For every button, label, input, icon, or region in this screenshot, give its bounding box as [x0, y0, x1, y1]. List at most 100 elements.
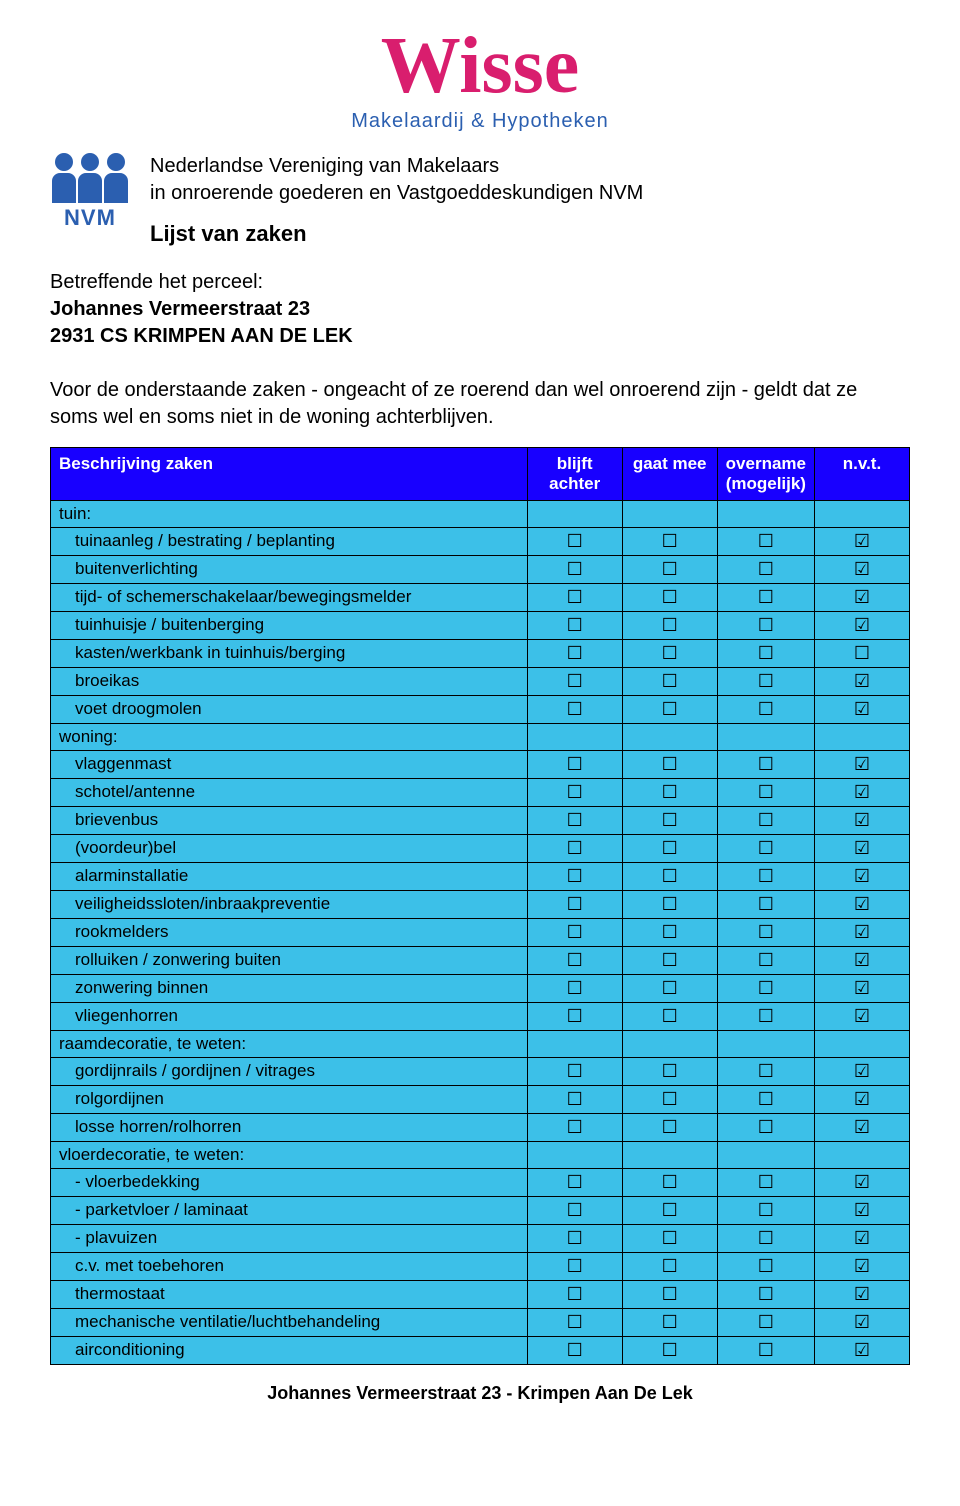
checkbox-empty[interactable]	[527, 1308, 622, 1336]
checkbox-empty[interactable]	[622, 890, 717, 918]
checkbox-empty[interactable]	[717, 1252, 814, 1280]
checkbox-empty[interactable]	[622, 1168, 717, 1196]
checkbox-empty[interactable]	[622, 695, 717, 723]
checkbox-empty[interactable]	[717, 1168, 814, 1196]
checkbox-empty[interactable]	[622, 1336, 717, 1364]
checkbox-empty[interactable]	[622, 946, 717, 974]
checkbox-empty[interactable]	[527, 1057, 622, 1085]
checkbox-empty[interactable]	[527, 1252, 622, 1280]
checkbox-empty[interactable]	[527, 778, 622, 806]
checkbox-checked[interactable]	[815, 667, 910, 695]
checkbox-checked[interactable]	[815, 1224, 910, 1252]
checkbox-empty[interactable]	[527, 1085, 622, 1113]
checkbox-empty[interactable]	[527, 1280, 622, 1308]
checkbox-empty[interactable]	[717, 1002, 814, 1030]
checkbox-empty[interactable]	[717, 834, 814, 862]
checkbox-empty[interactable]	[527, 1224, 622, 1252]
checkbox-empty[interactable]	[527, 1336, 622, 1364]
checkbox-empty[interactable]	[717, 750, 814, 778]
checkbox-empty[interactable]	[717, 946, 814, 974]
checkbox-empty[interactable]	[717, 1308, 814, 1336]
checkbox-empty[interactable]	[717, 695, 814, 723]
checkbox-checked[interactable]	[815, 1002, 910, 1030]
checkbox-empty[interactable]	[527, 918, 622, 946]
checkbox-empty[interactable]	[622, 1002, 717, 1030]
checkbox-empty[interactable]	[527, 555, 622, 583]
checkbox-empty[interactable]	[622, 527, 717, 555]
checkbox-checked[interactable]	[815, 1280, 910, 1308]
checkbox-empty[interactable]	[527, 695, 622, 723]
checkbox-checked[interactable]	[815, 1336, 910, 1364]
checkbox-empty[interactable]	[622, 834, 717, 862]
checkbox-empty[interactable]	[622, 555, 717, 583]
checkbox-checked[interactable]	[815, 1308, 910, 1336]
checkbox-empty[interactable]	[717, 611, 814, 639]
checkbox-empty[interactable]	[717, 1224, 814, 1252]
checkbox-checked[interactable]	[815, 1252, 910, 1280]
checkbox-checked[interactable]	[815, 555, 910, 583]
checkbox-checked[interactable]	[815, 862, 910, 890]
checkbox-empty[interactable]	[717, 806, 814, 834]
checkbox-empty[interactable]	[527, 806, 622, 834]
checkbox-empty[interactable]	[527, 1002, 622, 1030]
checkbox-empty[interactable]	[622, 974, 717, 1002]
checkbox-checked[interactable]	[815, 1085, 910, 1113]
checkbox-empty[interactable]	[622, 583, 717, 611]
checkbox-empty[interactable]	[622, 1196, 717, 1224]
checkbox-empty[interactable]	[622, 1224, 717, 1252]
checkbox-checked[interactable]	[815, 918, 910, 946]
checkbox-empty[interactable]	[622, 1085, 717, 1113]
checkbox-checked[interactable]	[815, 806, 910, 834]
checkbox-empty[interactable]	[622, 667, 717, 695]
checkbox-empty[interactable]	[527, 890, 622, 918]
checkbox-checked[interactable]	[815, 1196, 910, 1224]
checkbox-empty[interactable]	[717, 974, 814, 1002]
checkbox-empty[interactable]	[717, 527, 814, 555]
checkbox-empty[interactable]	[527, 1196, 622, 1224]
checkbox-empty[interactable]	[527, 1168, 622, 1196]
checkbox-checked[interactable]	[815, 527, 910, 555]
checkbox-empty[interactable]	[717, 1196, 814, 1224]
checkbox-empty[interactable]	[527, 1113, 622, 1141]
checkbox-empty[interactable]	[717, 890, 814, 918]
checkbox-checked[interactable]	[815, 1057, 910, 1085]
checkbox-empty[interactable]	[622, 862, 717, 890]
checkbox-empty[interactable]	[717, 778, 814, 806]
checkbox-empty[interactable]	[622, 750, 717, 778]
checkbox-empty[interactable]	[622, 778, 717, 806]
checkbox-checked[interactable]	[815, 750, 910, 778]
checkbox-empty[interactable]	[527, 667, 622, 695]
checkbox-empty[interactable]	[717, 1057, 814, 1085]
checkbox-empty[interactable]	[815, 639, 910, 667]
checkbox-checked[interactable]	[815, 1113, 910, 1141]
checkbox-empty[interactable]	[527, 750, 622, 778]
checkbox-empty[interactable]	[717, 1085, 814, 1113]
checkbox-empty[interactable]	[622, 1252, 717, 1280]
checkbox-empty[interactable]	[622, 918, 717, 946]
checkbox-empty[interactable]	[527, 974, 622, 1002]
checkbox-empty[interactable]	[527, 527, 622, 555]
checkbox-checked[interactable]	[815, 778, 910, 806]
checkbox-empty[interactable]	[622, 1280, 717, 1308]
checkbox-empty[interactable]	[527, 611, 622, 639]
checkbox-empty[interactable]	[717, 555, 814, 583]
checkbox-empty[interactable]	[622, 806, 717, 834]
checkbox-checked[interactable]	[815, 695, 910, 723]
checkbox-empty[interactable]	[527, 583, 622, 611]
checkbox-checked[interactable]	[815, 890, 910, 918]
checkbox-empty[interactable]	[717, 639, 814, 667]
checkbox-empty[interactable]	[717, 862, 814, 890]
checkbox-empty[interactable]	[717, 667, 814, 695]
checkbox-empty[interactable]	[527, 946, 622, 974]
checkbox-empty[interactable]	[622, 1308, 717, 1336]
checkbox-empty[interactable]	[622, 611, 717, 639]
checkbox-checked[interactable]	[815, 974, 910, 1002]
checkbox-empty[interactable]	[717, 1280, 814, 1308]
checkbox-checked[interactable]	[815, 611, 910, 639]
checkbox-empty[interactable]	[527, 834, 622, 862]
checkbox-empty[interactable]	[622, 639, 717, 667]
checkbox-empty[interactable]	[622, 1113, 717, 1141]
checkbox-empty[interactable]	[527, 639, 622, 667]
checkbox-checked[interactable]	[815, 1168, 910, 1196]
checkbox-checked[interactable]	[815, 583, 910, 611]
